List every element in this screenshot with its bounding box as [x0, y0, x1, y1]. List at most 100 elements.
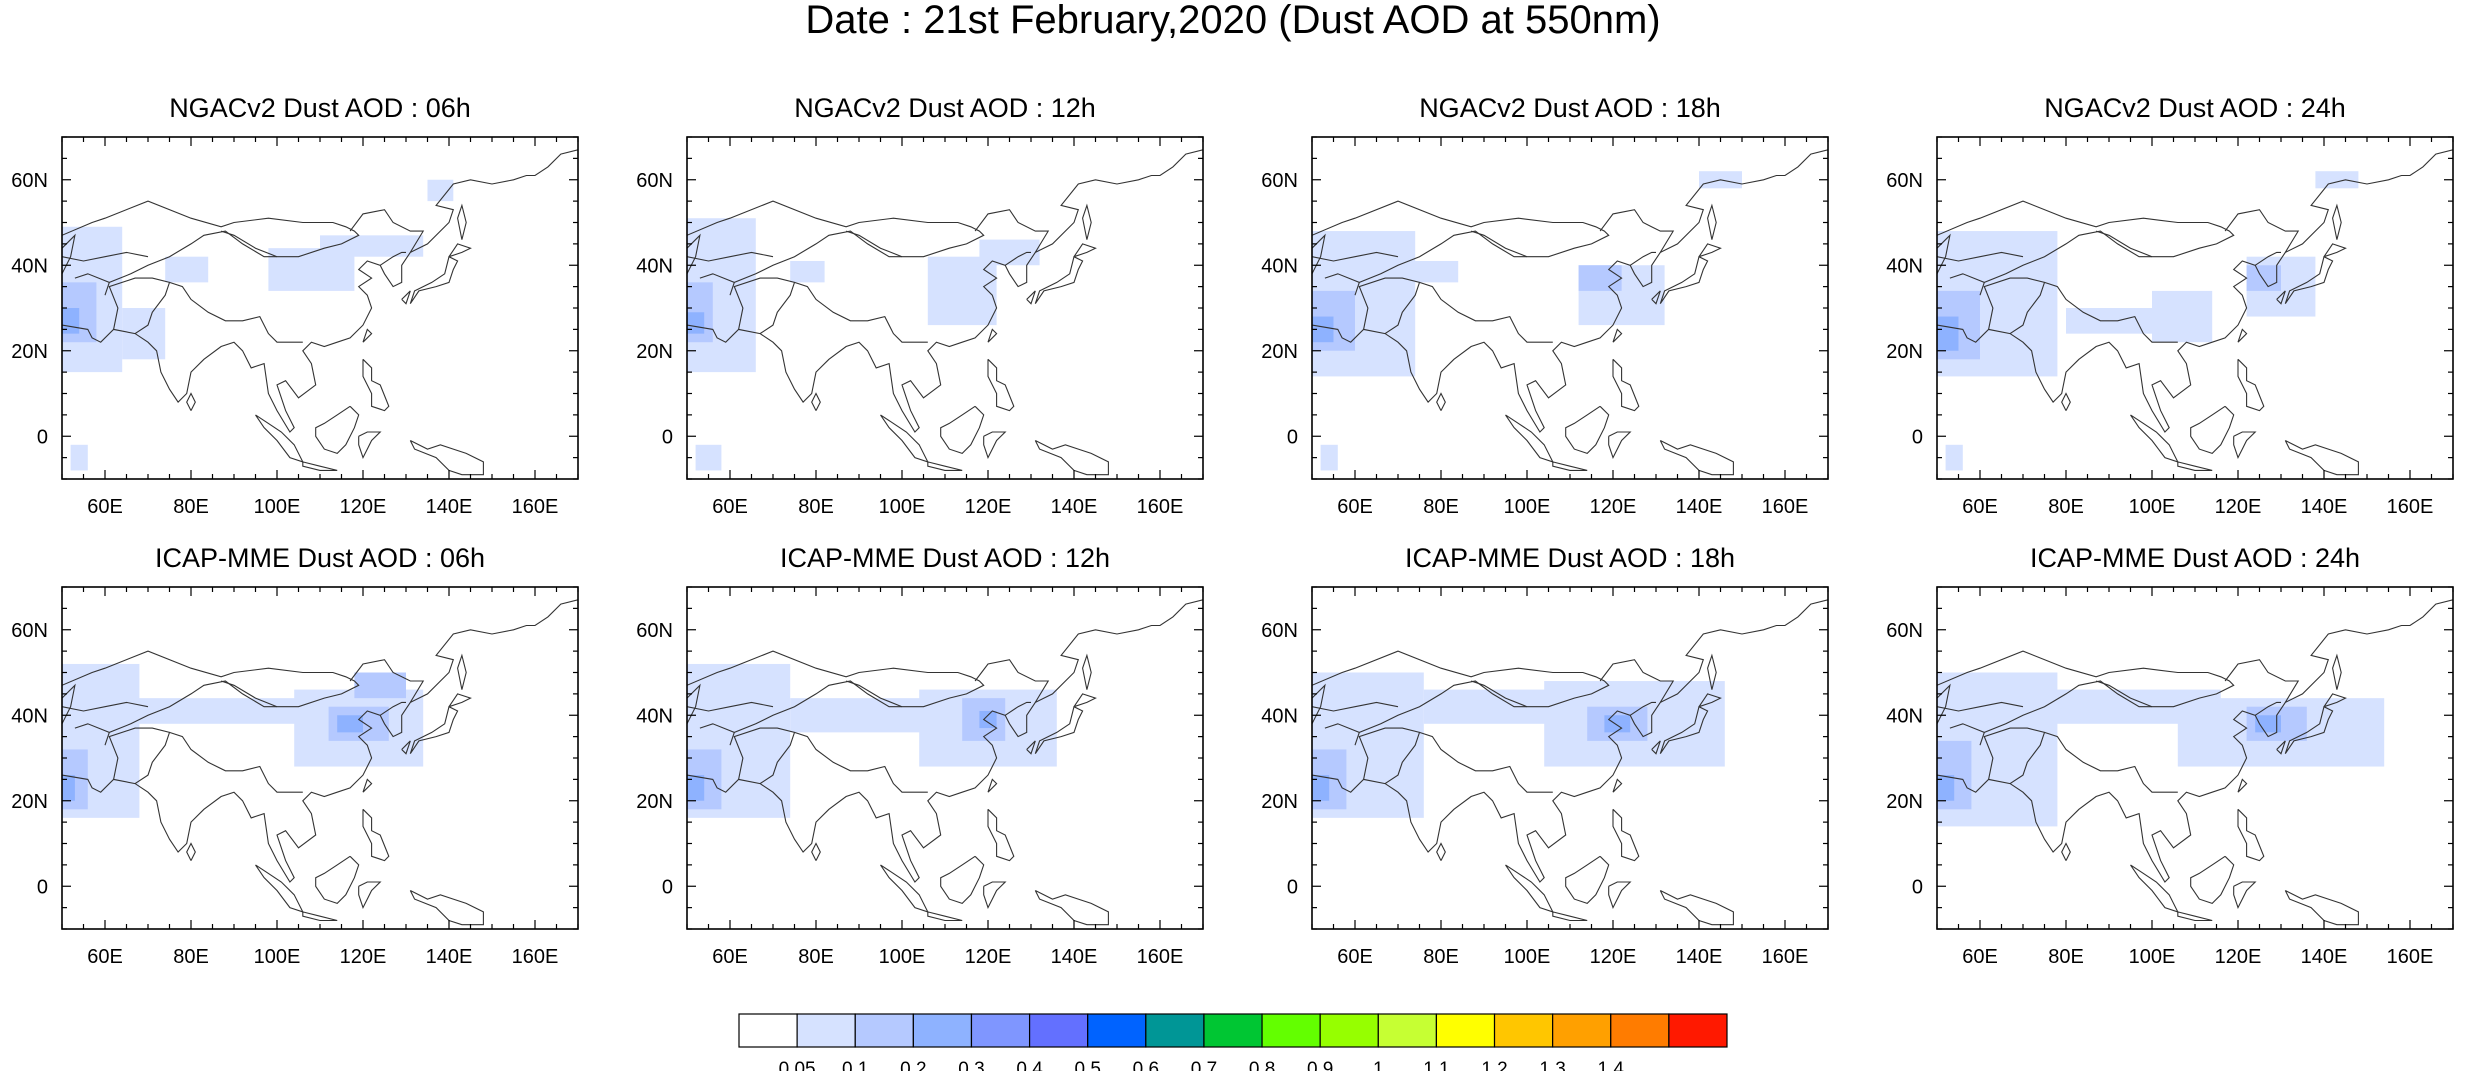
x-tick-label: 160E [1137, 496, 1184, 518]
x-tick-label: 60E [1337, 496, 1373, 518]
coastline [2237, 808, 2265, 862]
coastline [1026, 290, 1036, 305]
coastline [1552, 461, 1588, 471]
x-tick-label: 160E [2387, 946, 2434, 968]
colorbar-label: 0.05 [779, 1059, 816, 1071]
coastline [940, 405, 985, 455]
coastline [987, 778, 998, 793]
y-tick-label: 60N [1886, 170, 1923, 192]
x-tick-label: 100E [254, 946, 301, 968]
coastline [2044, 731, 2178, 793]
coastline [1470, 680, 1528, 708]
x-tick-label: 120E [965, 946, 1012, 968]
y-tick-label: 40N [1261, 255, 1298, 277]
map-panel: ICAP-MME Dust AOD : 18h 60E 80E 100E 120E 140… [1261, 543, 1829, 968]
coastline [1608, 881, 1632, 910]
x-tick-label: 160E [512, 496, 559, 518]
coastline [687, 701, 774, 712]
coastline [362, 808, 390, 862]
coastline [1651, 290, 1661, 305]
coastline [1659, 255, 1709, 305]
y-tick-label: 0 [1287, 876, 1298, 898]
coastline [1937, 251, 2024, 262]
coastline [1599, 659, 1675, 703]
coastline [1312, 650, 1610, 733]
x-tick-label: 140E [2301, 496, 2348, 518]
coastline [940, 855, 985, 905]
y-tick-label: 40N [1261, 705, 1298, 727]
dust-field [320, 235, 424, 257]
x-tick-label: 60E [712, 496, 748, 518]
y-tick-label: 20N [11, 791, 48, 813]
colorbar-label: 0.4 [1016, 1059, 1043, 1071]
x-tick-label: 80E [173, 496, 209, 518]
y-tick-label: 60N [636, 620, 673, 642]
coastline [1312, 251, 1399, 262]
map-panel: NGACv2 Dust AOD : 06h 60E 80E 100E 120E 140E 1… [11, 93, 579, 518]
coastline [1651, 740, 1661, 755]
coastline [457, 203, 467, 240]
coastline [2190, 855, 2235, 905]
coastline [1034, 890, 1109, 926]
coastline [983, 881, 1007, 910]
coastline [1707, 653, 1717, 690]
y-tick-label: 60N [11, 620, 48, 642]
coastline [2061, 842, 2071, 861]
coastline [220, 230, 278, 258]
coastline [1937, 200, 2235, 283]
y-tick-label: 60N [1886, 620, 1923, 642]
dust-field [2315, 171, 2359, 189]
coastline [104, 282, 110, 296]
dust-field [130, 698, 320, 724]
coastline [811, 392, 821, 411]
colorbar-swatch [1668, 1013, 1728, 1048]
x-tick-label: 140E [1051, 496, 1098, 518]
coastline [1470, 230, 1528, 258]
coastline [2095, 680, 2153, 708]
colorbar-label: 0.2 [900, 1059, 926, 1071]
coastline [2177, 911, 2213, 922]
coastline [1034, 705, 1084, 755]
coastline [2044, 281, 2178, 343]
coastline [1436, 842, 1446, 861]
coastline [358, 881, 382, 910]
map-panel: NGACv2 Dust AOD : 18h 60E 80E 100E 120E 140E 1… [1261, 93, 1829, 518]
x-tick-label: 120E [340, 946, 387, 968]
coastline [1419, 731, 1553, 793]
x-tick-label: 140E [426, 946, 473, 968]
dust-field [1398, 260, 1459, 283]
colorbar-label: 1 [1373, 1059, 1384, 1071]
coastline [1436, 392, 1446, 411]
coastline [1659, 440, 1734, 476]
coastline [1608, 431, 1632, 460]
coastline [1937, 701, 2024, 712]
coastline [2323, 243, 2347, 258]
x-tick-label: 80E [798, 496, 834, 518]
y-tick-label: 0 [662, 426, 673, 448]
coastline [1004, 251, 1031, 266]
coastline [2254, 251, 2281, 266]
x-tick-label: 160E [2387, 496, 2434, 518]
coastline [987, 808, 1015, 862]
colorbar-swatch [1319, 1013, 1379, 1048]
coastline [1698, 693, 1722, 708]
coastline [2224, 659, 2300, 703]
x-tick-label: 120E [2215, 496, 2262, 518]
coastline [1659, 705, 1709, 755]
x-tick-label: 120E [965, 496, 1012, 518]
y-tick-label: 20N [1261, 341, 1298, 363]
colorbar-label: 0.9 [1307, 1059, 1333, 1071]
y-tick-label: 40N [636, 705, 673, 727]
map-panel: NGACv2 Dust AOD : 24h 60E 80E 100E 120E 140E 1… [1886, 93, 2454, 518]
x-tick-label: 140E [1051, 946, 1098, 968]
y-tick-label: 60N [1261, 170, 1298, 192]
colorbar-label: 1.2 [1481, 1059, 1507, 1071]
coastline [1073, 693, 1097, 708]
coastline [845, 680, 903, 708]
coastline [687, 200, 985, 283]
coastline [687, 650, 985, 733]
y-tick-label: 0 [37, 426, 48, 448]
dust-field [979, 710, 997, 729]
y-tick-label: 60N [636, 170, 673, 192]
